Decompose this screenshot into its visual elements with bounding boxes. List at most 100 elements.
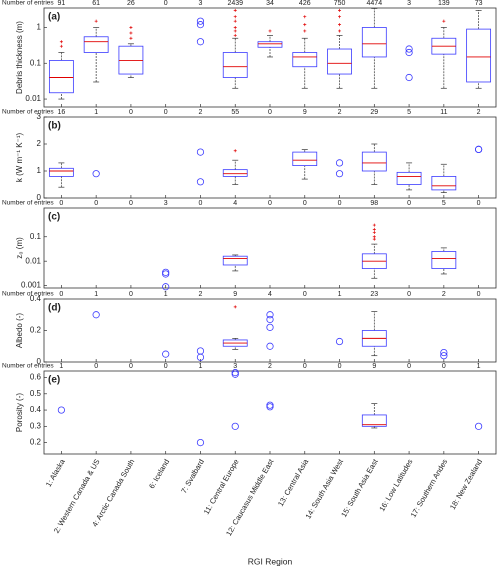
data-point [335, 159, 344, 167]
data-point [196, 148, 205, 156]
box [292, 151, 318, 167]
data-point [335, 337, 344, 346]
count-label: 1 [338, 291, 342, 298]
data-point [162, 268, 170, 276]
count-label: 0 [407, 200, 411, 207]
box [292, 52, 318, 68]
count-label: 4474 [367, 0, 383, 7]
data-point [196, 347, 205, 355]
count-label: 1 [94, 109, 98, 116]
outlier [303, 15, 307, 19]
count-label: 0 [94, 200, 98, 207]
x-tick-label: 7: Svalbard [179, 457, 206, 494]
outlier [338, 15, 342, 19]
count-label: 4 [233, 200, 237, 207]
y-tick-label: 0.2 [30, 438, 42, 447]
data-point [475, 422, 483, 430]
box [361, 151, 387, 172]
data-point [92, 170, 100, 178]
counts-label: Number of entries [2, 291, 54, 298]
count-label: 0 [59, 291, 63, 298]
data-point [231, 370, 239, 378]
count-label: 2439 [227, 0, 243, 7]
outlier [233, 8, 237, 12]
counts-label: Number of entries [2, 200, 54, 207]
data-point [335, 170, 344, 178]
x-tick-label: 6: Iceland [147, 457, 171, 490]
outlier [338, 29, 342, 33]
data-point [475, 145, 483, 153]
y-tick-label: 1 [37, 166, 42, 175]
count-label: 139 [438, 0, 450, 7]
x-tick-label: 16: Low Latitudes [377, 457, 414, 513]
count-label: 9 [233, 291, 237, 298]
y-tick-label: 0.1 [30, 58, 42, 67]
count-label: 23 [370, 291, 378, 298]
plot-frame [43, 116, 497, 199]
outlier [59, 44, 63, 48]
count-label: 0 [268, 109, 272, 116]
count-label: 0 [303, 363, 307, 370]
y-axis-label: z₀ (m) [15, 237, 24, 259]
count-label: 16 [57, 109, 65, 116]
count-label: 0 [129, 200, 133, 207]
count-label: 1 [164, 291, 168, 298]
data-point [266, 403, 274, 411]
box [48, 60, 74, 94]
box [83, 36, 109, 53]
count-label: 426 [299, 0, 311, 7]
y-tick-label: 0.01 [25, 256, 41, 265]
outlier [233, 29, 237, 33]
x-tick-label: 17: Southern Andes [409, 457, 450, 519]
count-label: 0 [59, 200, 63, 207]
outlier [233, 305, 237, 309]
count-label: 0 [338, 363, 342, 370]
y-tick-label: 0.5 [30, 389, 42, 398]
x-tick-label: 11: Central Europe [202, 457, 241, 516]
count-label: 2 [338, 109, 342, 116]
x-tick-label: 18: New Zealand [448, 457, 484, 511]
count-label: 5 [442, 200, 446, 207]
data-point [231, 369, 239, 377]
count-label: 0 [477, 291, 481, 298]
outlier [303, 23, 307, 27]
y-tick-label: 1 [37, 23, 42, 32]
count-label: 34 [266, 0, 274, 7]
count-label: 3 [199, 0, 203, 7]
data-point [162, 283, 170, 291]
count-label: 3 [233, 363, 237, 370]
x-tick-label: 1: Alaska [44, 457, 67, 489]
y-tick-label: 0 [37, 357, 42, 366]
y-tick-label: 0 [37, 193, 42, 202]
x-tick-label: 13: Central Asia [276, 457, 311, 508]
y-tick-label: 0.1 [30, 232, 42, 241]
data-point [266, 311, 274, 319]
panel-label: (c) [48, 212, 60, 223]
data-point [266, 342, 274, 350]
count-label: 0 [129, 291, 133, 298]
box [361, 27, 387, 58]
count-label: 61 [92, 0, 100, 7]
outlier [129, 25, 133, 29]
y-tick-label: 0.4 [30, 294, 42, 303]
outlier [268, 29, 272, 33]
count-label: 0 [164, 363, 168, 370]
count-label: 0 [129, 363, 133, 370]
data-point [440, 348, 448, 357]
outlier [233, 33, 237, 37]
plot-frame [43, 7, 497, 108]
outlier [129, 36, 133, 40]
y-tick-label: 0.001 [21, 281, 42, 290]
outlier [233, 19, 237, 23]
data-point [162, 350, 170, 358]
y-axis-label: Porosity (-) [15, 393, 24, 432]
count-label: 0 [94, 363, 98, 370]
panel-label: (b) [48, 121, 61, 132]
data-point [405, 48, 413, 57]
count-label: 1 [199, 363, 203, 370]
count-label: 0 [407, 291, 411, 298]
y-tick-label: 3 [37, 112, 42, 121]
count-label: 1 [94, 291, 98, 298]
data-point [92, 311, 100, 319]
